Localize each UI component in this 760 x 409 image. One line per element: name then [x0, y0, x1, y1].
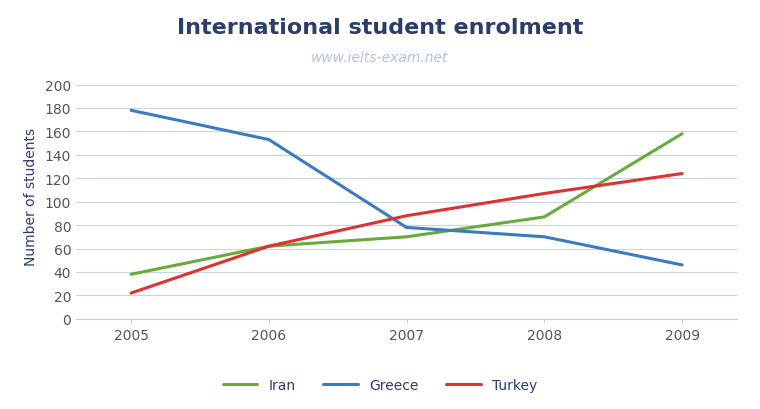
- Greece: [540, 235, 549, 240]
- Greece: [402, 225, 411, 230]
- Greece: [264, 138, 274, 143]
- Line: Turkey: Turkey: [131, 174, 682, 293]
- Turkey: [127, 291, 136, 296]
- Turkey: [678, 172, 687, 177]
- Legend: Iran, Greece, Turkey: Iran, Greece, Turkey: [217, 373, 543, 398]
- Iran: [540, 215, 549, 220]
- Turkey: [540, 191, 549, 196]
- Turkey: [402, 214, 411, 219]
- Text: www.ielts-exam.net: www.ielts-exam.net: [312, 51, 448, 65]
- Y-axis label: Number of students: Number of students: [24, 128, 38, 265]
- Iran: [264, 244, 274, 249]
- Greece: [127, 108, 136, 113]
- Line: Greece: Greece: [131, 111, 682, 265]
- Iran: [402, 235, 411, 240]
- Turkey: [264, 244, 274, 249]
- Iran: [127, 272, 136, 277]
- Text: International student enrolment: International student enrolment: [177, 18, 583, 38]
- Iran: [678, 132, 687, 137]
- Greece: [678, 263, 687, 268]
- Line: Iran: Iran: [131, 135, 682, 274]
